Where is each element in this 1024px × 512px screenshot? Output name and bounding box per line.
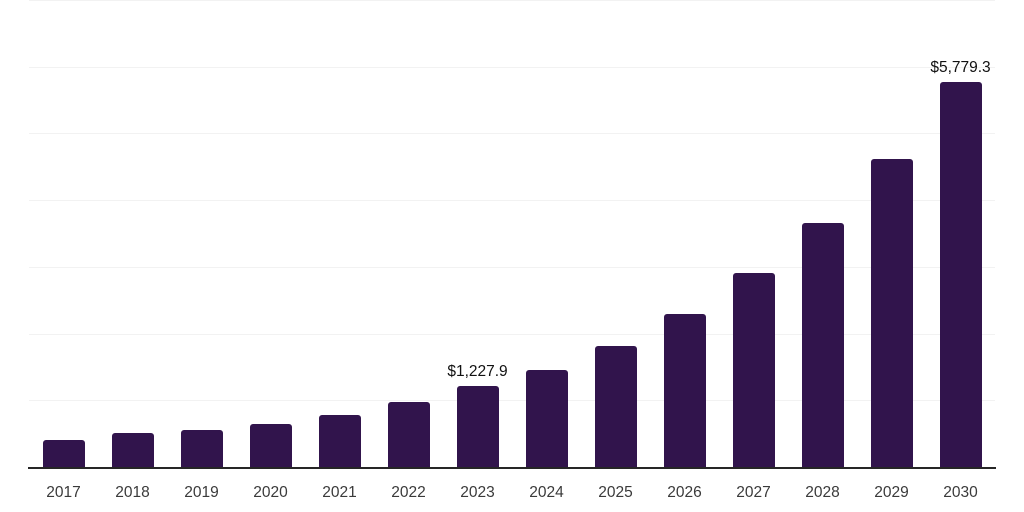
bar-slot-2029 <box>857 1 926 468</box>
gridline-6000 <box>29 66 995 68</box>
x-tick-label-2017: 2017 <box>46 484 81 501</box>
x-tick-label-2026: 2026 <box>667 484 702 501</box>
bar-slot-2026 <box>650 1 719 468</box>
bar-slot-2025 <box>581 1 650 468</box>
plot-area: $1,227.9 $5,779.3 <box>29 0 995 468</box>
bar-slot-2028 <box>788 1 857 468</box>
gridline-4000 <box>29 200 995 202</box>
x-tick-label-2024: 2024 <box>529 484 564 501</box>
bar-2025 <box>594 346 637 468</box>
bar-slot-2030: $5,779.3 <box>926 1 995 468</box>
bar-slot-2019 <box>167 1 236 468</box>
bar-2026 <box>663 313 706 468</box>
bar-2017 <box>42 439 85 468</box>
bar-2023 <box>456 386 499 468</box>
bar-2018 <box>111 433 154 468</box>
bar-2029 <box>870 159 913 468</box>
gridline-1000 <box>29 400 995 402</box>
bar-slot-2027 <box>719 1 788 468</box>
data-label-2023: $1,227.9 <box>447 363 508 381</box>
bar-slot-2022 <box>374 1 443 468</box>
gridline-7000 <box>29 0 995 1</box>
bar-slot-2021 <box>305 1 374 468</box>
bar-2020 <box>249 424 292 468</box>
x-tick-label-2020: 2020 <box>253 484 288 501</box>
gridline-5000 <box>29 133 995 135</box>
bar-2030 <box>939 82 982 468</box>
gridline-2000 <box>29 333 995 335</box>
x-tick-label-2022: 2022 <box>391 484 426 501</box>
x-tick-label-2028: 2028 <box>805 484 840 501</box>
x-tick-label-2018: 2018 <box>115 484 150 501</box>
bar-slot-2018 <box>98 1 167 468</box>
x-axis-tick-labels: 2017 2018 2019 2020 2021 2022 2023 2024 2025 2026… <box>29 482 995 504</box>
gridline-3000 <box>29 266 995 268</box>
x-tick-label-2027: 2027 <box>736 484 771 501</box>
x-tick-label-2030: 2030 <box>943 484 978 501</box>
bar-slot-2023: $1,227.9 <box>443 1 512 468</box>
bar-2028 <box>801 223 844 468</box>
x-tick-label-2025: 2025 <box>598 484 633 501</box>
x-axis-line <box>28 467 996 469</box>
bar-slot-2017 <box>29 1 98 468</box>
x-tick-label-2021: 2021 <box>322 484 357 501</box>
bar-slot-2020 <box>236 1 305 468</box>
bar-slot-2024 <box>512 1 581 468</box>
x-tick-label-2029: 2029 <box>874 484 909 501</box>
bar-2024 <box>525 370 568 468</box>
bar-2027 <box>732 272 775 468</box>
bar-2019 <box>180 429 223 468</box>
x-tick-label-2023: 2023 <box>460 484 495 501</box>
bar-2022 <box>387 401 430 468</box>
bar-2021 <box>318 414 361 468</box>
x-tick-label-2019: 2019 <box>184 484 219 501</box>
data-label-2030: $5,779.3 <box>930 59 991 77</box>
